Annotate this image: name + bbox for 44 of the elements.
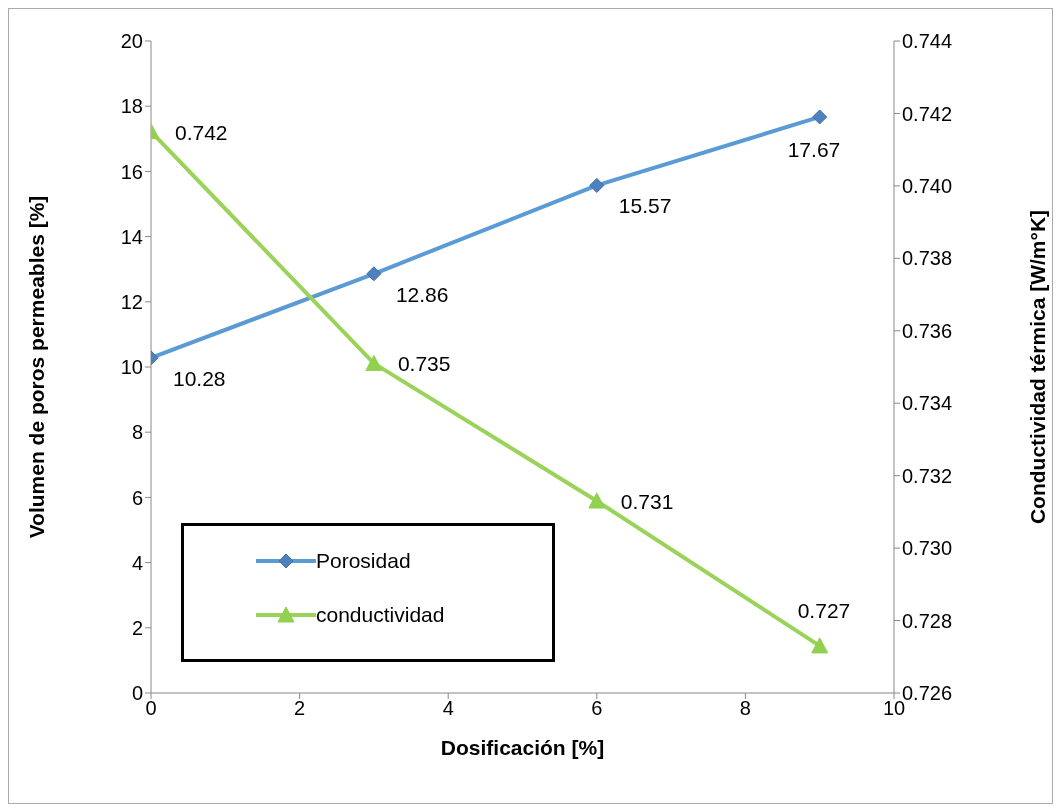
y2-tick-label: 0.734 xyxy=(902,392,953,415)
y-tick-label: 20 xyxy=(120,30,143,53)
y2-axis-title: Conductividad térmica [W/m°K] xyxy=(1026,209,1050,525)
y-tick-label: 14 xyxy=(120,225,143,248)
data-label: 0.731 xyxy=(620,490,674,514)
y-tick-label: 8 xyxy=(131,421,143,444)
x-tick-label: 6 xyxy=(591,697,603,720)
y-tick-label: 4 xyxy=(131,551,143,574)
data-label: 0.735 xyxy=(397,352,451,376)
data-label: 10.28 xyxy=(173,366,226,390)
y2-tick-label: 0.742 xyxy=(902,102,953,125)
legend-label: conductividad xyxy=(316,603,445,627)
data-label: 17.67 xyxy=(787,137,841,161)
y2-tick-label: 0.740 xyxy=(902,174,953,197)
y-tick-label: 2 xyxy=(131,616,143,639)
y-tick-label: 6 xyxy=(131,486,143,509)
y2-tick-label: 0.732 xyxy=(902,464,953,487)
point xyxy=(811,637,829,654)
legend-label: Porosidad xyxy=(316,549,411,573)
x-tick-label: 0 xyxy=(145,697,157,720)
y-tick-label: 16 xyxy=(120,160,143,183)
x-tick-label: 8 xyxy=(739,697,751,720)
y-tick-label: 12 xyxy=(120,290,143,313)
y2-tick-label: 0.736 xyxy=(902,319,953,342)
y2-tick-label: 0.738 xyxy=(902,247,953,270)
data-label: 15.57 xyxy=(618,194,672,218)
point xyxy=(812,109,828,125)
y2-tick-label: 0.744 xyxy=(902,30,953,53)
data-label: 0.727 xyxy=(797,598,851,622)
x-axis-title: Dosificación [%] xyxy=(440,736,605,759)
x-tick-label: 2 xyxy=(294,697,306,720)
y-tick-label: 0 xyxy=(131,682,143,705)
y-tick-label: 18 xyxy=(120,95,143,118)
y2-tick-label: 0.728 xyxy=(902,609,953,632)
y-axis-title: Volumen de poros permeables [%] xyxy=(25,195,49,539)
point xyxy=(588,492,606,509)
point xyxy=(589,177,605,193)
x-tick-label: 4 xyxy=(442,697,454,720)
data-label: 0.742 xyxy=(175,120,228,144)
point xyxy=(366,266,382,282)
data-label: 12.86 xyxy=(395,282,449,306)
point xyxy=(365,354,383,371)
y-tick-label: 10 xyxy=(120,356,143,379)
y2-tick-label: 0.730 xyxy=(902,537,953,560)
